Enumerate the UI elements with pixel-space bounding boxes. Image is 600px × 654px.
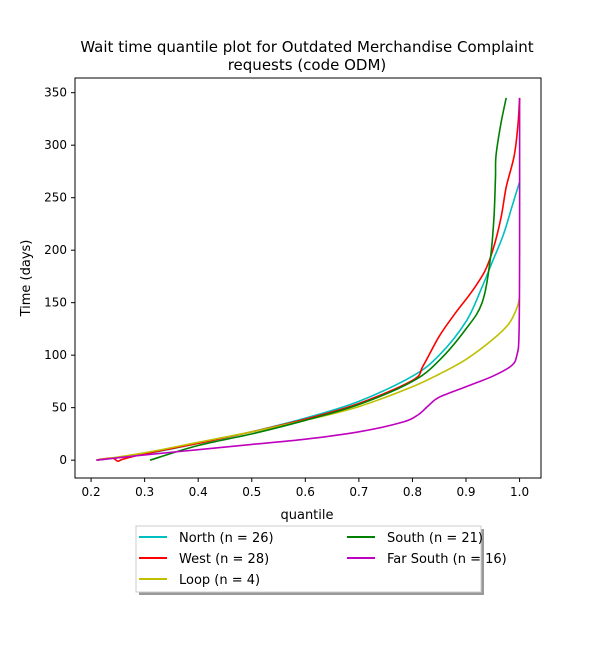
x-tick-label: 0.4 — [189, 485, 208, 499]
series-lines — [96, 97, 521, 463]
x-axis-ticks: 0.2 0.3 0.4 0.5 0.6 0.7 0.8 0.9 1.0 — [82, 478, 529, 499]
x-tick-label: 0.3 — [135, 485, 154, 499]
y-tick-label: 350 — [44, 86, 67, 100]
y-tick-label: 150 — [44, 296, 67, 310]
series-line-loop — [96, 297, 521, 461]
series-line-west — [96, 97, 521, 463]
x-tick-label: 0.2 — [82, 485, 101, 499]
series-line-south — [149, 97, 507, 461]
series-line-far-south — [96, 97, 521, 461]
x-tick-label: 0.6 — [296, 485, 315, 499]
y-tick-label: 100 — [44, 348, 67, 362]
legend-label: West (n = 28) — [179, 552, 269, 567]
legend-label: Far South (n = 16) — [387, 552, 507, 567]
y-tick-label: 300 — [44, 138, 67, 152]
legend: North (n = 26) South (n = 21) West (n = 28… — [135, 525, 507, 595]
legend-label: North (n = 26) — [179, 531, 274, 546]
y-axis-label: Time (days) — [19, 240, 34, 318]
legend-box — [135, 525, 482, 593]
legend-label: Loop (n = 4) — [179, 573, 260, 588]
x-tick-label: 0.7 — [349, 485, 368, 499]
y-tick-label: 250 — [44, 191, 67, 205]
y-tick-label: 0 — [59, 453, 67, 467]
x-tick-label: 1.0 — [510, 485, 529, 499]
chart-title-line1: Wait time quantile plot for Outdated Mer… — [80, 38, 533, 56]
x-tick-label: 0.5 — [242, 485, 261, 499]
x-tick-label: 0.8 — [403, 485, 422, 499]
y-tick-label: 200 — [44, 243, 67, 257]
legend-label: South (n = 21) — [387, 531, 483, 546]
y-tick-label: 50 — [52, 401, 67, 415]
chart-title-line2: requests (code ODM) — [228, 56, 387, 74]
plot-area — [74, 77, 542, 479]
y-axis-ticks: 0 50 100 150 200 250 300 350 — [44, 86, 75, 467]
x-tick-label: 0.9 — [456, 485, 475, 499]
x-axis-label: quantile — [280, 508, 333, 523]
